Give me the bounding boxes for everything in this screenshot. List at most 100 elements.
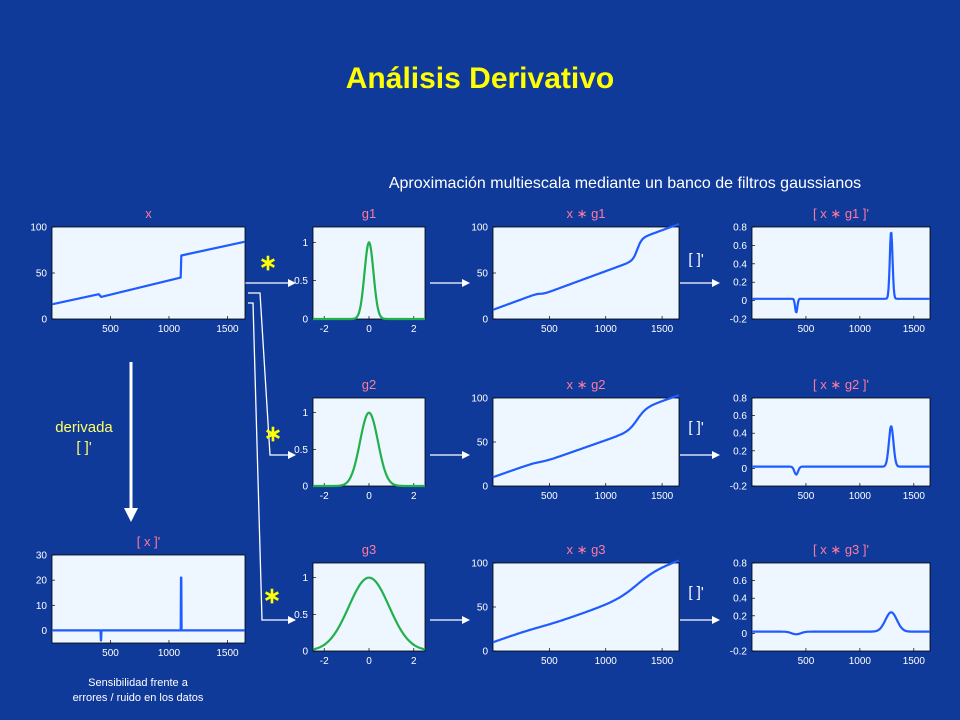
y-tick-label: 50 <box>477 438 489 449</box>
x-tick-label: 0 <box>366 324 372 335</box>
y-tick-label: 0.2 <box>733 611 747 622</box>
y-tick-label: 0 <box>482 482 488 493</box>
plot-frame-xg1 <box>492 226 680 320</box>
deriv-op-3: [ ]' <box>688 584 704 601</box>
x-tick-label: 0 <box>366 491 372 502</box>
x-tick-label: 2 <box>411 324 417 335</box>
plot-frame-dxg3 <box>751 562 931 652</box>
x-tick-label: 500 <box>541 324 558 335</box>
series-line-g3 <box>312 576 426 651</box>
connectors <box>245 282 712 621</box>
plot-g3: -2 0 2 0 0.5 1 g3 <box>294 542 426 667</box>
plot-title-dxg2: [ x ∗ g2 ]' <box>813 377 869 392</box>
plot-frame-g3 <box>312 562 426 652</box>
y-tick-label: 0 <box>741 296 747 307</box>
x-tick-label: 0 <box>366 656 372 667</box>
connector-g2 <box>248 292 288 456</box>
plot-frame-g1 <box>312 226 426 320</box>
series-line-dx <box>52 576 245 642</box>
plot-title-dxg3: [ x ∗ g3 ]' <box>813 542 869 557</box>
y-tick-label: 0.4 <box>733 429 747 440</box>
plot-frame-g2 <box>312 397 426 487</box>
plot-frame-xg3 <box>492 562 680 652</box>
y-tick-label: -0.2 <box>730 647 748 658</box>
y-tick-label: 20 <box>36 576 48 587</box>
x-tick-label: 1000 <box>849 491 872 502</box>
plot-frame-dxg1 <box>751 226 931 320</box>
derivada-arrowhead <box>124 508 138 522</box>
x-tick-label: 1500 <box>216 324 239 335</box>
x-tick-label: 1000 <box>158 648 181 659</box>
x-tick-label: 1500 <box>903 324 926 335</box>
plot-title-xg1: x ∗ g1 <box>566 206 605 221</box>
y-tick-label: 50 <box>36 269 48 280</box>
y-tick-label: 30 <box>36 551 48 562</box>
x-tick-label: 500 <box>102 648 119 659</box>
x-tick-label: -2 <box>320 656 329 667</box>
x-tick-label: 1000 <box>849 324 872 335</box>
y-tick-label: 0 <box>741 464 747 475</box>
x-tick-label: 500 <box>798 656 815 667</box>
slide-title: Análisis Derivativo <box>346 62 614 95</box>
y-tick-label: 0.6 <box>733 241 747 252</box>
x-tick-label: 1500 <box>651 324 674 335</box>
plot-title-g2: g2 <box>362 377 376 392</box>
y-tick-label: 0 <box>482 315 488 326</box>
plot-dxg3: 500 1000 1500 -0.2 0 0.2 0.4 0.6 0.8 [ x ∗ g3 ]' <box>730 542 931 667</box>
x-tick-label: 2 <box>411 491 417 502</box>
subtitle: Aproximación multiescala mediante un ban… <box>389 175 861 192</box>
plot-dx: 500 1000 1500 0 10 20 30 [ x ]' <box>36 534 246 659</box>
y-tick-label: 100 <box>471 559 488 570</box>
x-tick-label: 1500 <box>216 648 239 659</box>
y-tick-label: 0.5 <box>294 610 308 621</box>
plot-frame-dx <box>51 554 246 644</box>
y-tick-label: 0 <box>302 647 308 658</box>
y-tick-label: 0.5 <box>294 445 308 456</box>
series-line-xg1 <box>492 222 680 311</box>
y-tick-label: 0 <box>302 482 308 493</box>
note-line-2: errores / ruido en los datos <box>73 692 204 704</box>
y-tick-label: 0.4 <box>733 594 747 605</box>
x-tick-label: 1000 <box>595 656 618 667</box>
y-tick-label: 0 <box>302 315 308 326</box>
plot-title-xg3: x ∗ g3 <box>566 542 605 557</box>
y-tick-label: 0.6 <box>733 576 747 587</box>
series-line-g1 <box>312 241 426 321</box>
x-tick-label: 1000 <box>595 491 618 502</box>
conv-symbol-3: ∗ <box>263 583 281 608</box>
x-tick-label: 2 <box>411 656 417 667</box>
connector-g3 <box>248 302 288 621</box>
y-tick-label: 50 <box>477 269 489 280</box>
series-line-dxg2 <box>751 425 931 476</box>
plot-x: 500 1000 1500 0 50 100 x <box>30 206 246 335</box>
x-tick-label: 1000 <box>595 324 618 335</box>
x-tick-label: 1500 <box>903 656 926 667</box>
plot-dxg1: 500 1000 1500 -0.2 0 0.2 0.4 0.6 0.8 [ x ∗ g1 ]' <box>730 206 931 335</box>
plot-frame-x <box>51 226 246 320</box>
x-tick-label: 500 <box>541 656 558 667</box>
y-tick-label: 0.4 <box>733 259 747 270</box>
series-line-x <box>51 240 246 306</box>
x-tick-label: -2 <box>320 324 329 335</box>
y-tick-label: 1 <box>302 238 308 249</box>
series-line-g2 <box>312 411 426 488</box>
x-tick-label: 1500 <box>651 656 674 667</box>
y-tick-label: 0 <box>41 315 47 326</box>
plot-title-xg2: x ∗ g2 <box>566 377 605 392</box>
x-tick-label: 1000 <box>158 324 181 335</box>
plot-xg2: 500 1000 1500 0 50 100 x ∗ g2 <box>471 377 680 502</box>
x-tick-label: 1500 <box>903 491 926 502</box>
y-tick-label: 0.8 <box>733 223 747 234</box>
conv-symbol-1: ∗ <box>259 250 277 275</box>
plot-title-x: x <box>145 206 152 221</box>
series-line-dxg3 <box>751 611 931 636</box>
series-line-xg2 <box>492 394 680 479</box>
x-tick-label: 1500 <box>651 491 674 502</box>
y-tick-label: 100 <box>471 394 488 405</box>
y-tick-label: -0.2 <box>730 315 748 326</box>
x-tick-label: 500 <box>102 324 119 335</box>
plot-title-g1: g1 <box>362 206 376 221</box>
y-tick-label: 1 <box>302 573 308 584</box>
